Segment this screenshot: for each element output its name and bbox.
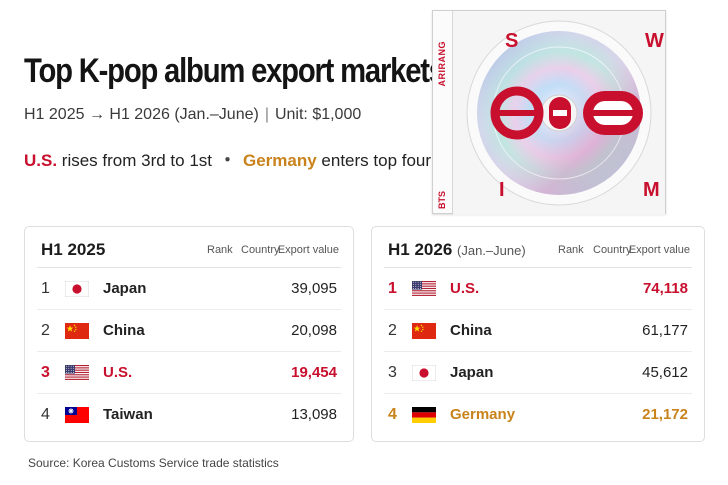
export-value-cell: 39,095 [291,280,337,297]
germany-flag-icon [412,407,436,423]
germany-highlight: Germany [243,151,317,170]
export-value-cell: 21,172 [642,406,688,423]
column-header-country: Country [241,244,280,256]
rank-cell: 1 [41,280,50,297]
album-letter-s: S [505,30,518,52]
table-row: 1 U.S. 74,118 [384,268,692,310]
table-row: 2 China 20,098 [37,310,341,352]
album-letter-m: M [643,179,660,201]
country-cell: China [450,322,492,339]
rank-cell: 1 [388,280,397,297]
export-value-cell: 45,612 [642,364,688,381]
table-row: 4 Taiwan 13,098 [37,394,341,436]
taiwan-flag-icon [65,407,89,423]
column-header-export-value: Export value [277,244,339,256]
country-cell: U.S. [450,280,480,297]
export-value-cell: 74,118 [642,280,688,297]
rank-cell: 2 [41,322,50,339]
rank-cell: 3 [41,364,50,381]
country-cell: Taiwan [103,406,153,423]
header-divider [384,267,692,268]
country-cell: China [103,322,145,339]
column-header-country: Country [593,244,632,256]
unit-label: Unit: $1,000 [274,106,362,123]
rank-cell: 4 [41,406,50,423]
table-row: 3 U.S. 19,454 [37,352,341,394]
table-row: 1 Japan 39,095 [37,268,341,310]
column-header-rank: Rank [207,244,233,256]
table-row: 3 Japan 45,612 [384,352,692,394]
subtitle-separator: | [264,106,269,123]
spine-title: ARIRANG [437,41,447,87]
rank-cell: 2 [388,322,397,339]
table-row: 2 China 61,177 [384,310,692,352]
source-note: Source: Korea Customs Service trade stat… [28,456,279,470]
table-h1-2026: H1 2026 (Jan.–June) Rank Country Export … [371,226,705,442]
album-art: S W I M [453,11,665,215]
country-cell: Germany [450,406,516,423]
table-title: H1 2025 [41,240,106,259]
album-letter-w: W [645,30,664,52]
table-title-note: (Jan.–June) [457,243,526,258]
china-flag-icon [412,323,436,339]
japan-flag-icon [64,280,90,298]
headline: Top K-pop album export markets [24,52,445,90]
subtitle: H1 2025 → H1 2026 (Jan.–June) | Unit: $1,0… [24,106,361,124]
table-title: H1 2026 (Jan.–June) [388,240,526,260]
rank-cell: 3 [388,364,397,381]
spine-artist: BTS [437,191,447,209]
export-value-cell: 19,454 [291,364,337,381]
album-letter-i: I [499,179,505,201]
bullet-dot: ・ [219,151,236,170]
table-h1-2025: H1 2025 Rank Country Export value 1 Japan… [24,226,354,442]
album-spine [433,11,453,213]
table-title-main: H1 2026 [388,240,453,259]
export-value-cell: 61,177 [642,322,688,339]
country-cell: Japan [450,364,494,381]
country-cell: Japan [103,280,147,297]
table-row: 4 Germany 21,172 [384,394,692,436]
germany-finding: enters top four [316,151,432,170]
column-header-rank: Rank [558,244,584,256]
period-label: H1 2025 → H1 2026 (Jan.–June) [24,106,259,123]
us-finding: rises from 3rd to 1st [57,151,212,170]
header-divider [37,267,341,268]
column-header-export-value: Export value [628,244,690,256]
album-cover-image: ARIRANG BTS [432,10,666,215]
china-flag-icon [65,323,89,339]
usa-flag-icon [412,281,436,297]
export-value-cell: 20,098 [291,322,337,339]
japan-flag-icon [411,364,437,382]
key-findings: U.S. rises from 3rd to 1st ・ Germany enter… [24,146,431,171]
rank-cell: 4 [388,406,397,423]
us-highlight: U.S. [24,151,58,170]
country-cell: U.S. [103,364,133,381]
usa-flag-icon [65,365,89,381]
export-value-cell: 13,098 [291,406,337,423]
